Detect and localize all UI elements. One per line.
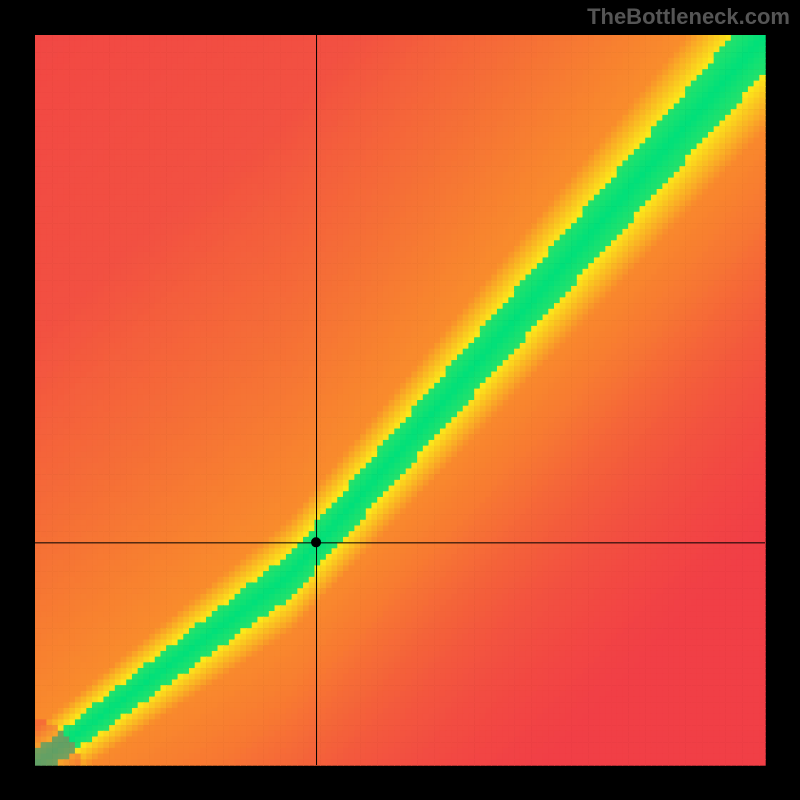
- attribution-text: TheBottleneck.com: [587, 4, 790, 30]
- heatmap-canvas: [0, 0, 800, 800]
- chart-container: TheBottleneck.com: [0, 0, 800, 800]
